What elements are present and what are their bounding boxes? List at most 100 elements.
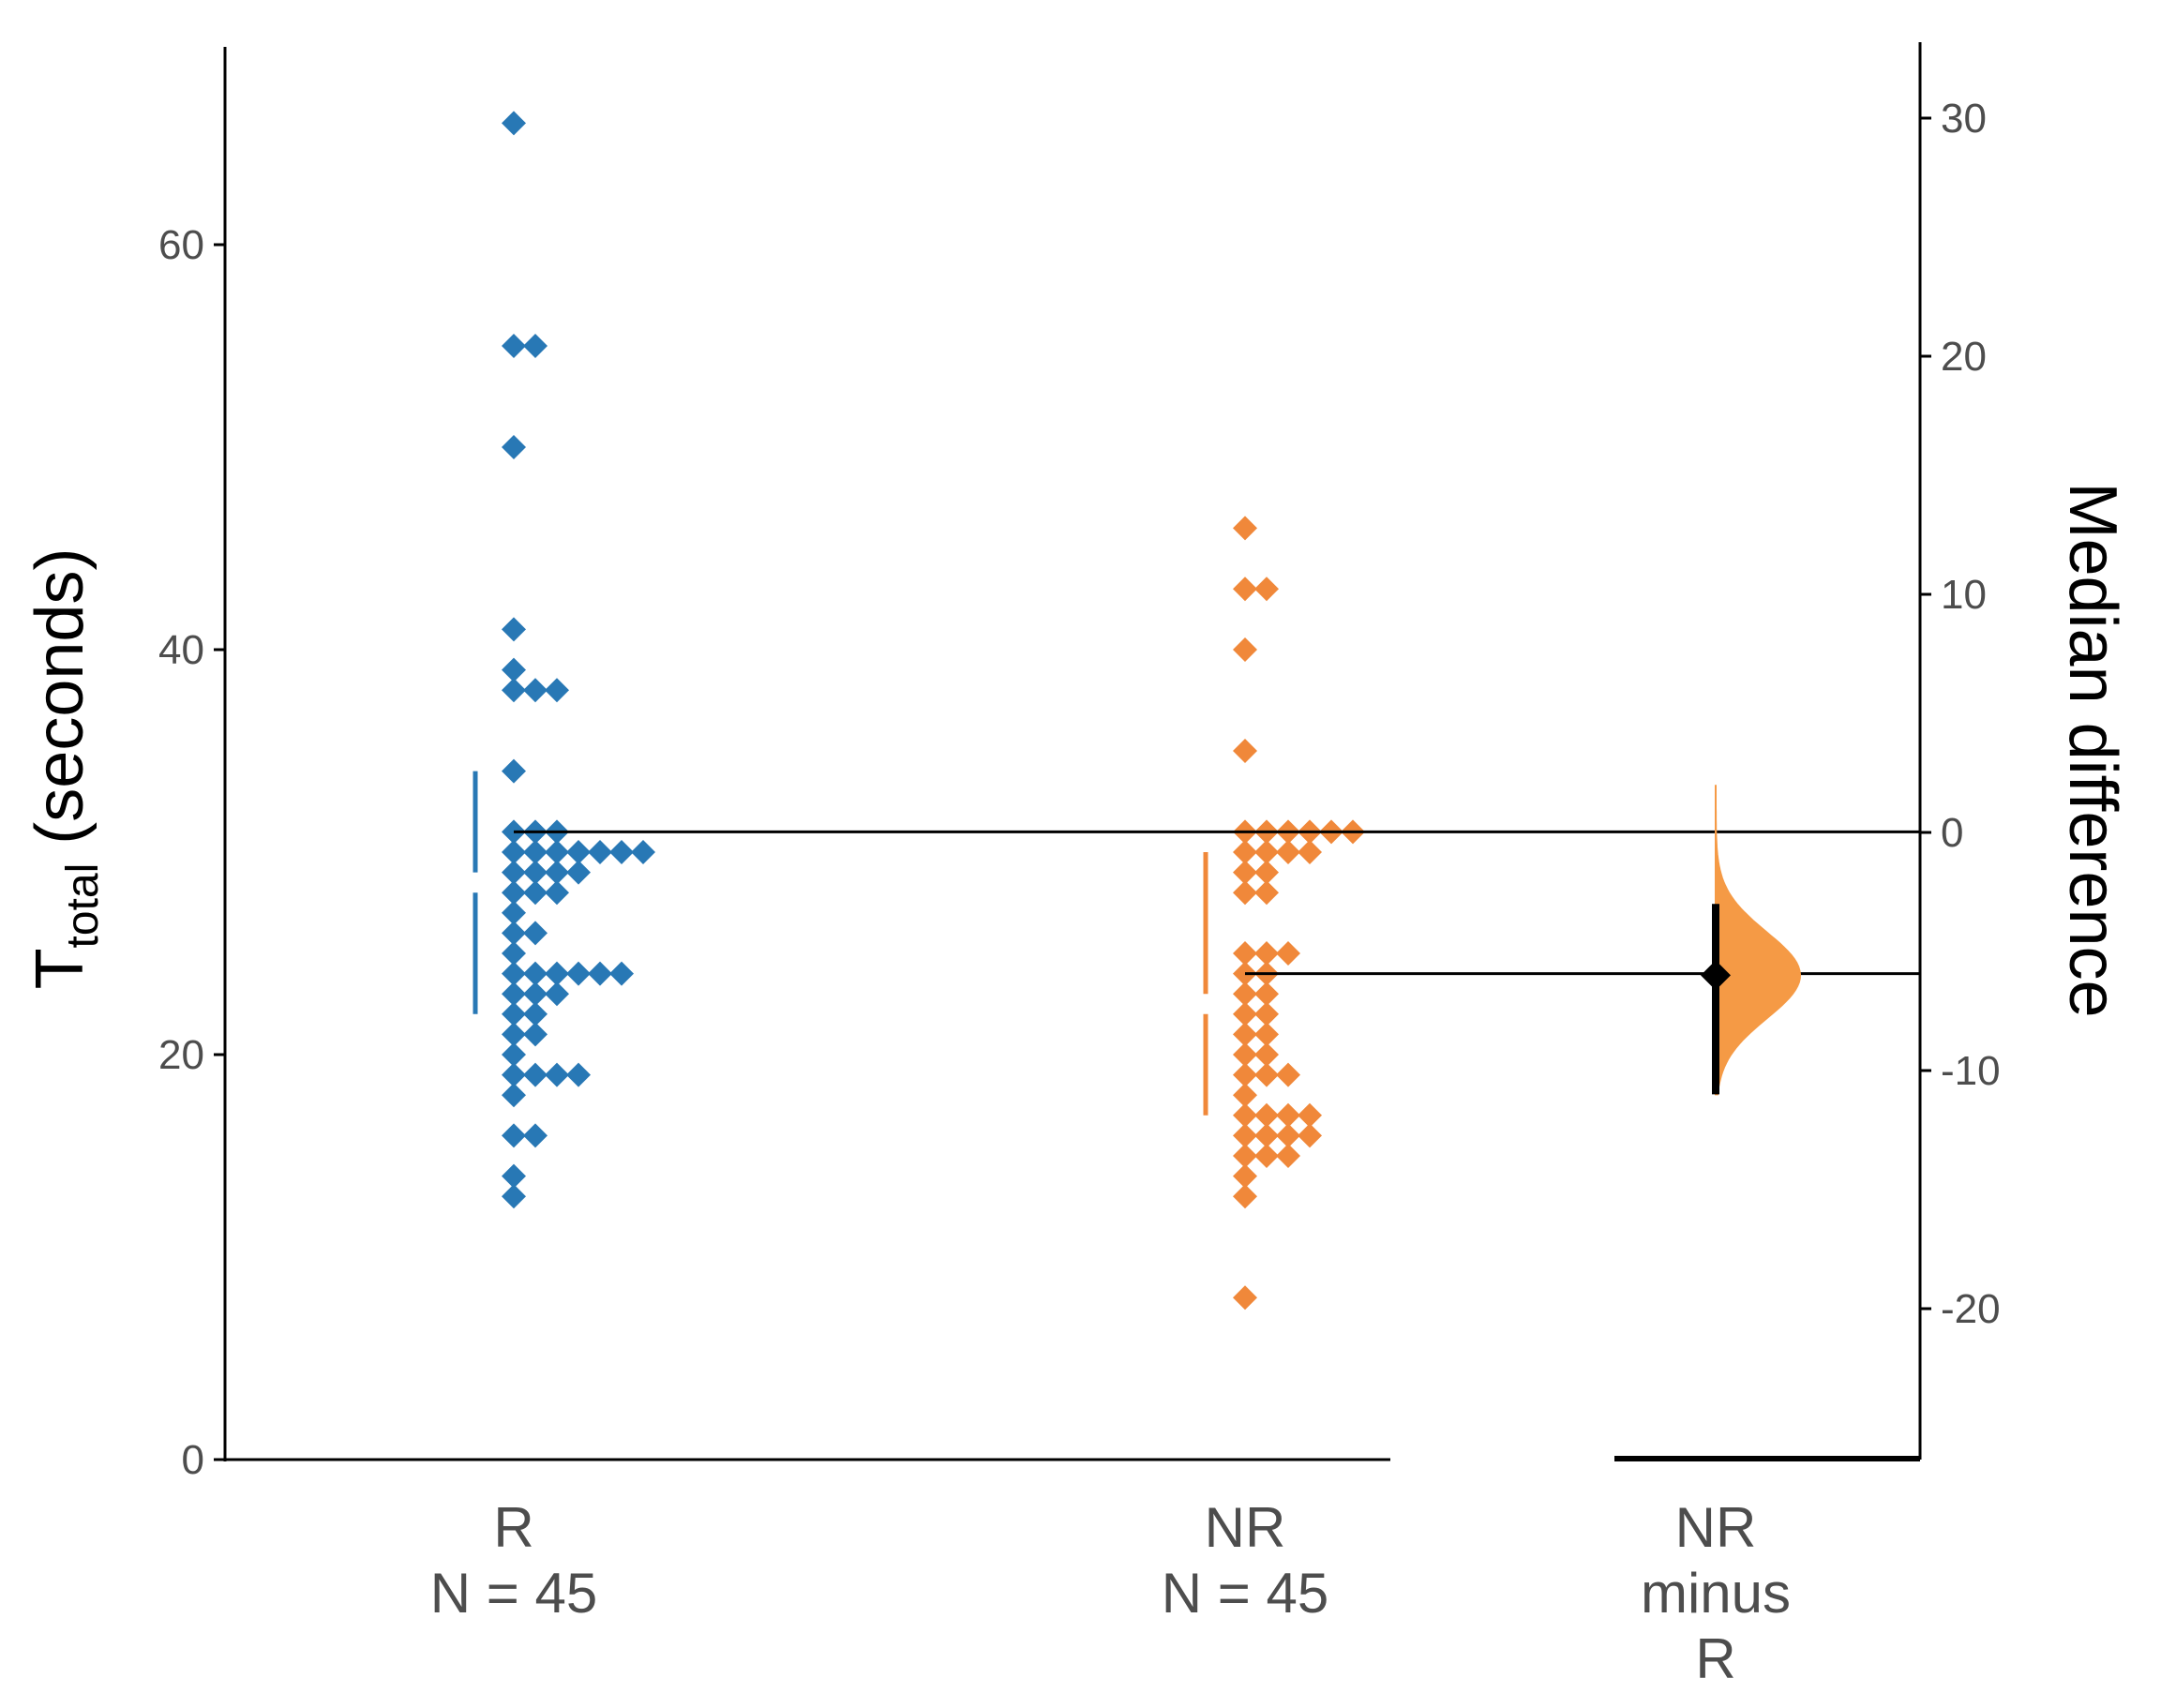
data-point	[502, 921, 526, 946]
data-point	[1254, 981, 1279, 1007]
data-point	[523, 921, 548, 946]
right-y-axis: -20 -10 0 10 20 30	[1918, 42, 2001, 1460]
data-point	[502, 617, 526, 642]
effect-size-plot	[1701, 785, 1802, 1096]
category-label-line1: NR	[1205, 1496, 1286, 1559]
data-point	[1254, 941, 1279, 966]
data-point	[1276, 1062, 1300, 1087]
data-point	[523, 678, 548, 703]
data-point	[523, 840, 548, 864]
data-point	[566, 1062, 591, 1087]
data-point	[1254, 1062, 1279, 1087]
data-point	[545, 981, 569, 1007]
right-tick-label: 0	[1941, 810, 1963, 856]
data-point	[609, 840, 634, 864]
data-point	[1233, 1163, 1257, 1189]
right-axis-title: Median difference	[2055, 482, 2130, 1017]
data-point	[502, 1022, 526, 1047]
data-point	[1298, 1123, 1322, 1148]
left-tick-label: 40	[158, 627, 204, 673]
data-point	[523, 1062, 548, 1087]
data-point	[502, 840, 526, 864]
x-axis-baselines	[225, 1456, 1920, 1461]
left-tick-label: 60	[158, 222, 204, 268]
category-label-line2: N = 45	[1162, 1562, 1328, 1625]
data-point	[1298, 840, 1322, 864]
category-label-line2: N = 45	[430, 1562, 597, 1625]
data-point	[1233, 637, 1257, 662]
data-point	[1254, 1102, 1279, 1128]
data-point	[609, 961, 634, 986]
data-point	[502, 1163, 526, 1189]
data-point	[1254, 1001, 1279, 1026]
data-point	[1233, 1285, 1257, 1311]
data-point	[502, 880, 526, 906]
left-y-axis: 0 20 40 60	[158, 47, 227, 1483]
data-point	[1233, 1102, 1257, 1128]
data-point	[1233, 739, 1257, 763]
data-point	[588, 840, 612, 864]
data-point	[1254, 1144, 1279, 1168]
data-point	[523, 860, 548, 885]
data-point	[523, 961, 548, 986]
data-point	[1233, 1042, 1257, 1067]
median-gap-lines	[473, 771, 1208, 1116]
left-tick-label: 20	[158, 1032, 204, 1078]
data-point	[1254, 1042, 1279, 1067]
data-point	[1233, 880, 1257, 906]
left-axis-title-rest: (seconds)	[23, 548, 98, 863]
data-point	[1254, 577, 1279, 602]
data-point	[502, 1042, 526, 1067]
data-point	[1276, 1144, 1300, 1168]
data-point	[502, 657, 526, 682]
data-point	[545, 961, 569, 986]
data-point	[523, 981, 548, 1007]
data-point	[1233, 981, 1257, 1007]
data-point	[1254, 860, 1279, 885]
data-point	[588, 961, 612, 986]
right-tick-label: 30	[1941, 96, 1987, 142]
data-point	[523, 880, 548, 906]
data-point	[566, 860, 591, 885]
data-point	[1254, 840, 1279, 864]
left-axis-title: Ttotal (seconds)	[23, 548, 108, 990]
median-difference-point	[1701, 960, 1731, 991]
data-point	[523, 1123, 548, 1148]
data-point	[502, 981, 526, 1007]
data-point	[502, 1184, 526, 1209]
data-point	[502, 961, 526, 986]
data-point	[1233, 1184, 1257, 1209]
data-point	[1254, 1123, 1279, 1148]
data-point	[566, 961, 591, 986]
data-point	[1276, 941, 1300, 966]
data-point	[545, 678, 569, 703]
data-point	[1254, 880, 1279, 906]
data-point	[566, 840, 591, 864]
data-point	[1233, 1001, 1257, 1026]
swarm-points	[502, 111, 1365, 1311]
data-point	[1276, 1123, 1300, 1148]
data-point	[502, 435, 526, 459]
right-tick-label: 20	[1941, 334, 1987, 380]
data-point	[1233, 1022, 1257, 1047]
data-point	[502, 941, 526, 966]
data-point	[502, 1083, 526, 1108]
right-tick-label: -20	[1941, 1286, 2001, 1332]
data-point	[523, 1022, 548, 1047]
data-point	[545, 860, 569, 885]
data-point	[502, 1123, 526, 1148]
data-point	[631, 840, 655, 864]
data-point	[502, 900, 526, 925]
data-point	[1276, 1102, 1300, 1128]
left-axis-title-main: T	[23, 948, 98, 989]
data-point	[502, 678, 526, 703]
data-point	[1233, 1144, 1257, 1168]
data-point	[545, 1062, 569, 1087]
left-axis-title-subscript: total	[58, 863, 108, 949]
data-point	[502, 1001, 526, 1026]
category-label-line1: R	[493, 1496, 533, 1559]
data-point	[1233, 840, 1257, 864]
data-point	[502, 860, 526, 885]
